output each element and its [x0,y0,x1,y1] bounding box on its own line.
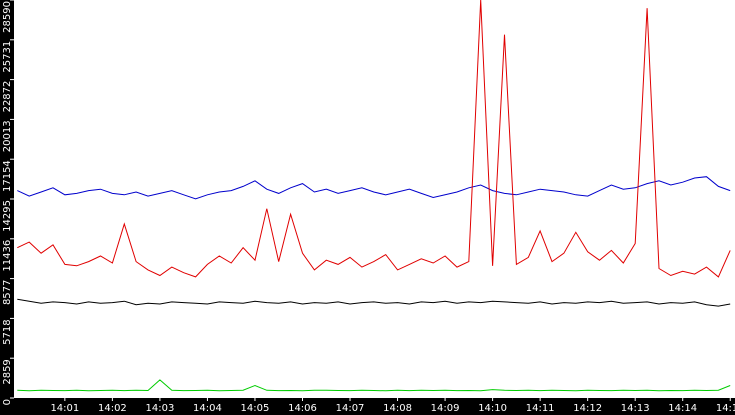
x-tick-label: 14:08 [383,403,412,414]
series-line [17,176,731,200]
x-tick-label: 14:07 [336,403,365,414]
x-tick-label: 14:04 [193,403,222,414]
y-tick-label: 2859 [2,359,13,384]
x-tick-label: 14:02 [98,403,127,414]
y-tick-label: 20013 [2,120,13,152]
y-tick-label: 17154 [2,160,13,192]
x-axis-strip [0,398,735,415]
x-tick-label: 14:09 [431,403,460,414]
x-tick-label: 14:03 [145,403,174,414]
y-tick-label: 14295 [2,200,13,232]
y-tick-label: 28590 [2,1,13,33]
x-tick-label: 14:10 [478,403,507,414]
y-tick-label: 0 [2,399,13,405]
x-tick-label: 14:01 [50,403,79,414]
x-tick-label: 14:13 [621,403,650,414]
y-axis-strip [0,0,14,415]
x-tick-label: 14:12 [573,403,602,414]
series-line [17,298,731,307]
series-line [17,0,731,278]
y-tick-label: 25731 [2,41,13,73]
x-tick-label: 14:06 [288,403,317,414]
x-tick-label: 14:14 [668,403,697,414]
y-tick-label: 8577 [2,280,13,305]
x-tick-label: 14:11 [526,403,555,414]
y-tick-label: 22872 [2,81,13,113]
x-tick-label: 14:15 [716,403,735,414]
y-tick-label: 5718 [2,319,13,344]
series-line [17,379,731,392]
x-tick-label: 14:05 [241,403,270,414]
y-tick-label: 11436 [2,240,13,272]
